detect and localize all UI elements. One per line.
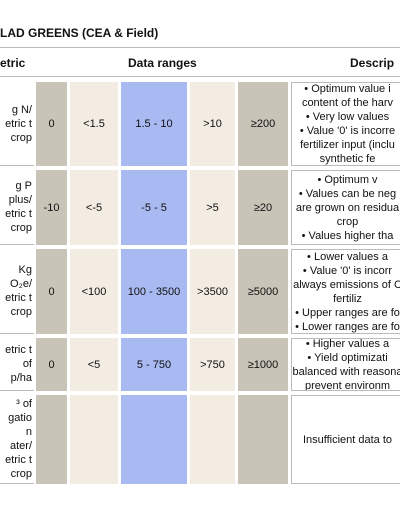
range-cell: <1.5 <box>70 82 118 166</box>
description-line: • Values can be neg <box>298 187 397 200</box>
description-line: • Higher values a <box>305 338 390 350</box>
metric-cell: etric t of p/ha <box>0 338 34 391</box>
range-cell: 100 - 3500 <box>121 249 187 334</box>
metric-line: etric t <box>5 344 32 356</box>
range-cell <box>190 395 235 484</box>
metric-line: g P <box>15 180 32 192</box>
metric-header: etric <box>0 56 26 70</box>
range-cell: 1.5 - 10 <box>121 82 187 166</box>
metric-line: crop <box>10 222 32 234</box>
metric-line: crop <box>10 131 32 144</box>
metric-line: O₂e/ <box>10 278 32 290</box>
metric-cell: Kg O₂e/etric t crop <box>0 249 34 334</box>
metric-line: of <box>22 358 32 370</box>
metric-line: n <box>25 426 32 438</box>
description-line: • Optimum v <box>317 173 378 186</box>
description-line: • Very low values <box>305 111 390 123</box>
metric-line: etric t <box>5 292 32 304</box>
range-cell: -10 <box>36 170 67 245</box>
range-cell: ≥200 <box>238 82 288 166</box>
description-line: • Yield optimizati <box>307 351 388 364</box>
range-cell: >750 <box>190 338 235 391</box>
description-cell: • Lower values a • Value '0' is incorr alw… <box>291 249 400 334</box>
description-line: • Upper ranges are fo <box>295 306 400 319</box>
metric-line: etric t <box>5 208 32 220</box>
metric-line: ater/ <box>9 440 32 452</box>
metric-line: p/ha <box>10 372 32 384</box>
description-header: Descrip <box>350 56 395 70</box>
metric-cell: g P plus/etric t crop <box>0 170 34 245</box>
range-cell: <100 <box>70 249 118 334</box>
description-line: fertiliz <box>333 292 362 305</box>
range-cell <box>238 395 288 484</box>
range-cell: 0 <box>36 82 67 166</box>
metric-line: gatio <box>8 412 32 424</box>
rule <box>0 47 400 48</box>
description-line: Insufficient data to <box>302 433 393 446</box>
metric-line: plus/ <box>8 194 32 206</box>
metric-line: ³ of <box>16 398 32 410</box>
metric-line: Kg <box>18 264 32 276</box>
description-line: • Values higher tha <box>301 229 394 242</box>
ranges-header: Data ranges <box>128 56 197 70</box>
description-line: • Value '0' is incorr <box>302 264 393 277</box>
metric-line: crop <box>10 306 32 318</box>
description-line: fertilizer input (inclu <box>300 139 395 151</box>
range-cell: <5 <box>70 338 118 391</box>
range-cell: ≥1000 <box>238 338 288 391</box>
description-line: are grown on residua <box>295 201 400 214</box>
description-cell: • Optimum value i content of the harv • Ve… <box>291 82 400 166</box>
range-cell: <-5 <box>70 170 118 245</box>
description-line: prevent environm <box>305 379 390 391</box>
range-cell: ≥5000 <box>238 249 288 334</box>
description-line: crop <box>336 215 359 228</box>
rule <box>0 76 400 77</box>
range-cell: >3500 <box>190 249 235 334</box>
range-cell: -5 - 5 <box>121 170 187 245</box>
range-cell: 5 - 750 <box>121 338 187 391</box>
range-cell <box>36 395 67 484</box>
range-cell: 0 <box>36 249 67 334</box>
range-cell: ≥20 <box>238 170 288 245</box>
metric-line: etric t <box>5 117 32 130</box>
description-line: • Lower values a <box>307 250 388 263</box>
description-line: • Value '0' is incorre <box>299 125 396 137</box>
description-line: • Lower ranges are fo <box>295 320 400 333</box>
description-line: always emissions of C <box>293 278 400 291</box>
metric-line: crop <box>10 468 32 480</box>
description-cell: • Higher values a • Yield optimizati balan… <box>291 338 400 391</box>
metric-cell: ³ of gatio n ater/etric t crop <box>0 395 34 484</box>
range-cell: >10 <box>190 82 235 166</box>
range-cell <box>121 395 187 484</box>
description-line: balanced with reasona <box>292 365 400 378</box>
description-cell: • Optimum v • Values can be neg are grown … <box>291 170 400 245</box>
range-cell: >5 <box>190 170 235 245</box>
metric-cell: g N/etric t crop <box>0 82 34 166</box>
title: LAD GREENS (CEA & Field) <box>0 26 159 40</box>
description-line: synthetic fe <box>319 153 376 165</box>
description-line: • Optimum value i <box>304 83 391 95</box>
description-cell: Insufficient data to <box>291 395 400 484</box>
range-cell: 0 <box>36 338 67 391</box>
description-line: content of the harv <box>301 97 394 109</box>
metric-line: etric t <box>5 454 32 466</box>
metric-line: g N/ <box>11 103 32 116</box>
range-cell <box>70 395 118 484</box>
